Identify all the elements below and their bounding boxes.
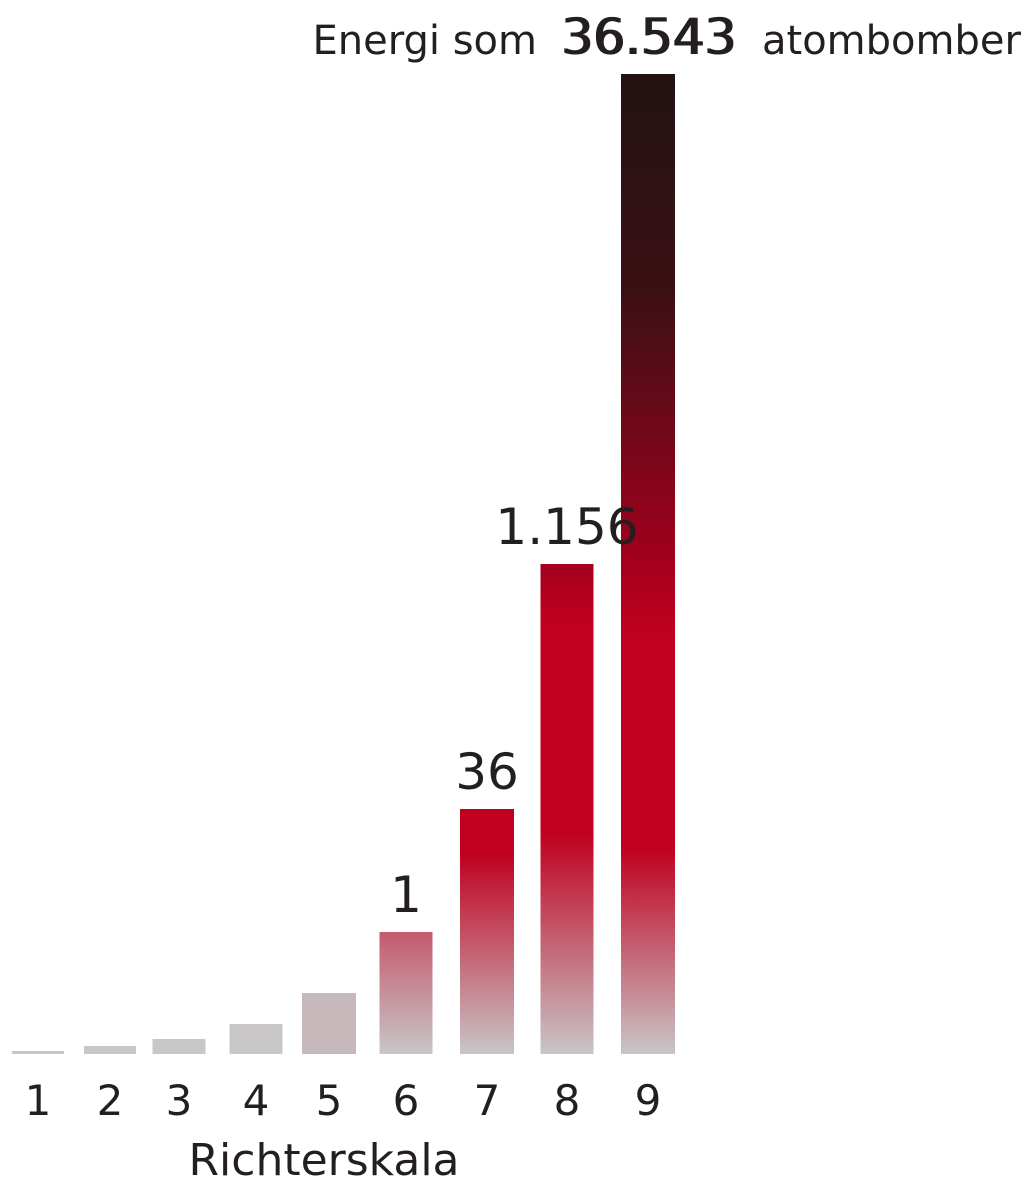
bar-7	[460, 809, 514, 1054]
bar-4	[229, 1024, 283, 1054]
x-tick-label-3: 3	[166, 1076, 193, 1125]
value-label-7: 36	[455, 743, 519, 801]
value-labels-group: 1 36 1.156 36.543	[390, 8, 735, 924]
x-axis-title: Richterskala	[188, 1135, 459, 1181]
x-tick-label-1: 1	[25, 1076, 52, 1125]
x-tick-label-7: 7	[474, 1076, 501, 1125]
x-tick-label-9: 9	[635, 1076, 662, 1125]
chart-headline: Energi som 36.543 atombomber	[313, 8, 1022, 66]
x-tick-label-6: 6	[393, 1076, 420, 1125]
x-tick-label-8: 8	[554, 1076, 581, 1125]
value-label-8: 1.156	[495, 498, 638, 556]
bar-1	[12, 1051, 64, 1054]
bar-6	[379, 932, 433, 1054]
value-label-9: 36.543	[561, 8, 736, 66]
bar-2	[84, 1046, 136, 1054]
bar-8	[540, 564, 594, 1054]
headline-suffix: atombomber	[762, 18, 1021, 64]
x-tick-label-5: 5	[316, 1076, 343, 1125]
x-tick-label-4: 4	[243, 1076, 270, 1125]
headline-value: 36.543	[563, 8, 738, 66]
x-tick-label-2: 2	[97, 1076, 124, 1125]
headline-prefix: Energi som	[313, 18, 537, 64]
bar-3	[152, 1039, 206, 1054]
bars-group	[12, 74, 675, 1054]
bar-9	[621, 74, 675, 1054]
bar-5	[302, 993, 356, 1054]
value-label-6: 1	[390, 866, 422, 924]
